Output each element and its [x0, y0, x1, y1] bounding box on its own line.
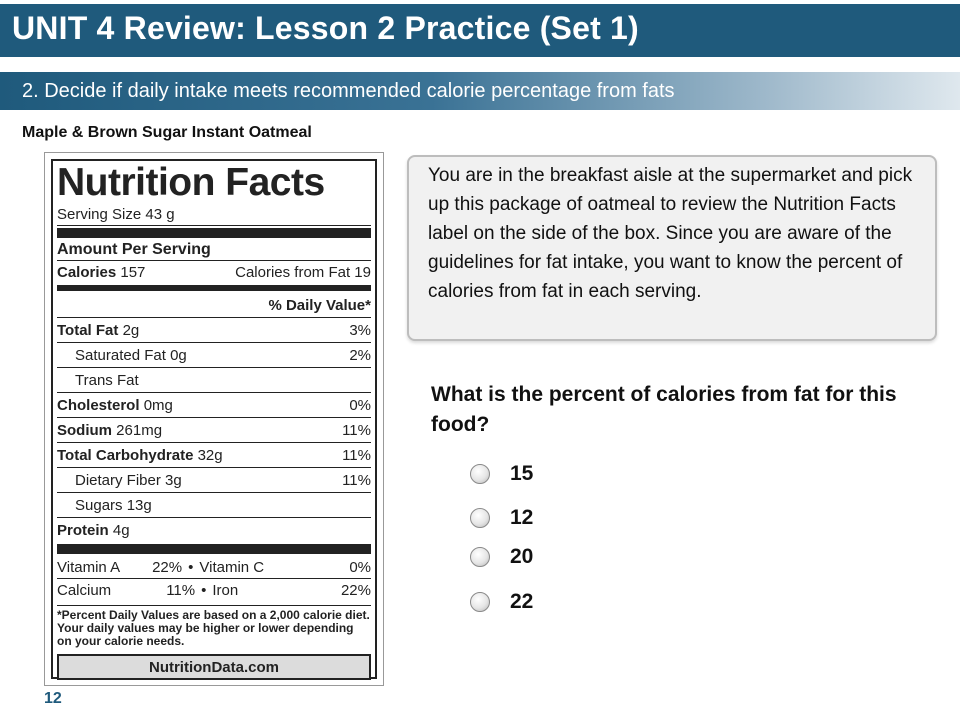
nutrient-amount: 13g [126, 496, 152, 514]
vitamin-value: 0% [349, 558, 371, 576]
nutrient-dv: 11% [342, 421, 371, 439]
nutrient-amount: 0g [170, 346, 187, 364]
nutrient-row-dietary-fiber: Dietary Fiber 3g 11% [57, 467, 371, 492]
serving-size-text: Serving Size 43 g [57, 205, 175, 223]
nutrient-text: Total Fat 2g [57, 322, 139, 339]
calories-row: Calories 157 Calories from Fat 19 [57, 260, 371, 283]
nutrient-text: Cholesterol 0mg [57, 397, 173, 414]
nutrient-label: Sugars [75, 496, 123, 514]
calories-label: Calories [57, 263, 117, 281]
option-label: 20 [510, 545, 534, 568]
nutrition-label-frame: Nutrition Facts Serving Size 43 g Amount… [44, 152, 384, 686]
vitamin-row: Vitamin A 22% • Vitamin C 0% [57, 556, 371, 578]
subtitle-bar: 2. Decide if daily intake meets recommen… [0, 72, 960, 110]
vitamin-value: 22% [152, 558, 183, 576]
nutrient-amount: 2g [122, 321, 140, 339]
nutrition-footnote: *Percent Daily Values are based on a 2,0… [57, 605, 371, 648]
nutrient-row-total-fat: Total Fat 2g 3% [57, 317, 371, 342]
amount-per-serving: Amount Per Serving [57, 240, 371, 260]
nutrient-row-sugars: Sugars 13g [57, 492, 371, 517]
nutrient-row-sodium: Sodium 261mg 11% [57, 417, 371, 442]
nutrient-text: Total Carbohydrate 32g [57, 447, 223, 464]
nutrient-label: Total Fat [57, 321, 119, 339]
option-label: 12 [510, 506, 534, 529]
nutrient-row-trans-fat: Trans Fat [57, 367, 371, 392]
nutrient-label: Trans Fat [75, 371, 139, 389]
nutrient-amount: 32g [197, 446, 223, 464]
vitamin-right: Iron 22% [212, 582, 371, 599]
nutrient-label: Protein [57, 521, 109, 539]
vitamin-right: Vitamin C 0% [199, 559, 371, 576]
nutrient-dv: 0% [349, 396, 371, 414]
title-bar: UNIT 4 Review: Lesson 2 Practice (Set 1) [0, 4, 960, 57]
calories-from-fat: Calories from Fat 19 [235, 263, 371, 281]
vitamin-left: Calcium 11% • [57, 582, 206, 599]
nutrient-dv: 11% [342, 471, 371, 489]
slide-subtitle: 2. Decide if daily intake meets recommen… [22, 80, 675, 102]
nutrient-dv: 3% [349, 321, 371, 339]
nutrient-text: Dietary Fiber 3g [75, 472, 182, 489]
radio-button[interactable] [470, 547, 490, 567]
nutrition-facts-title: Nutrition Facts [57, 161, 325, 204]
radio-button[interactable] [470, 592, 490, 612]
nutrient-text: Protein 4g [57, 522, 130, 539]
vitamin-left: Vitamin A 22% • [57, 559, 193, 576]
nutrient-label: Saturated Fat [75, 346, 166, 364]
nutrient-row-total-carbohydrate: Total Carbohydrate 32g 11% [57, 442, 371, 467]
answer-option[interactable]: 12 [470, 506, 533, 530]
vitamin-name: Vitamin A [57, 558, 121, 576]
nutrient-label: Sodium [57, 421, 112, 439]
divider-thick [57, 228, 371, 238]
vitamin-name: Calcium [57, 581, 112, 599]
vitamin-value: 22% [340, 581, 371, 599]
nutrient-dv: 2% [349, 346, 371, 364]
nutrient-label: Dietary Fiber [75, 471, 161, 489]
calories: Calories 157 [57, 264, 145, 281]
vitamin-value: 11% [166, 581, 196, 599]
nutrient-dv: 11% [342, 446, 371, 464]
bullet: • [188, 558, 194, 576]
nutrient-text: Sugars 13g [75, 497, 152, 514]
scenario-box: You are in the breakfast aisle at the su… [407, 155, 937, 341]
vitamin-row: Calcium 11% • Iron 22% [57, 578, 371, 601]
serving-size: Serving Size 43 g [57, 203, 371, 226]
radio-button[interactable] [470, 464, 490, 484]
page-number: 12 [44, 690, 62, 707]
nutrient-row-protein: Protein 4g [57, 517, 371, 542]
answer-option[interactable]: 15 [470, 462, 533, 486]
nutrient-label: Total Carbohydrate [57, 446, 194, 464]
divider-medium [57, 285, 371, 291]
answer-option[interactable]: 20 [470, 545, 533, 569]
question-text: What is the percent of calories from fat… [431, 383, 897, 436]
nutrition-data-brand: NutritionData.com [57, 654, 371, 680]
nutrient-label: Cholesterol [57, 396, 140, 414]
vitamin-name: Vitamin C [199, 558, 265, 576]
calories-value: 157 [120, 263, 146, 281]
nutrient-amount: 3g [165, 471, 182, 489]
nutrient-text: Saturated Fat 0g [75, 347, 187, 364]
nutrient-amount: 4g [112, 521, 130, 539]
nutrition-facts-label: Nutrition Facts Serving Size 43 g Amount… [51, 159, 377, 680]
daily-value-header-text: % Daily Value* [268, 296, 371, 314]
divider-thick [57, 544, 371, 554]
option-label: 22 [510, 590, 534, 613]
nutrient-row-cholesterol: Cholesterol 0mg 0% [57, 392, 371, 417]
daily-value-header: % Daily Value* [57, 293, 371, 317]
nutrient-text: Sodium 261mg [57, 422, 162, 439]
nutrient-amount: 0mg [143, 396, 173, 414]
slide-title: UNIT 4 Review: Lesson 2 Practice (Set 1) [12, 10, 639, 46]
product-name: Maple & Brown Sugar Instant Oatmeal [22, 124, 312, 141]
bullet: • [201, 581, 207, 599]
nutrient-row-saturated-fat: Saturated Fat 0g 2% [57, 342, 371, 367]
radio-button[interactable] [470, 508, 490, 528]
amount-per-serving-text: Amount Per Serving [57, 241, 211, 258]
scenario-text: You are in the breakfast aisle at the su… [428, 165, 913, 302]
vitamin-name: Iron [212, 581, 239, 599]
option-label: 15 [510, 462, 534, 485]
answer-option[interactable]: 22 [470, 590, 533, 614]
nutrient-amount: 261mg [116, 421, 163, 439]
